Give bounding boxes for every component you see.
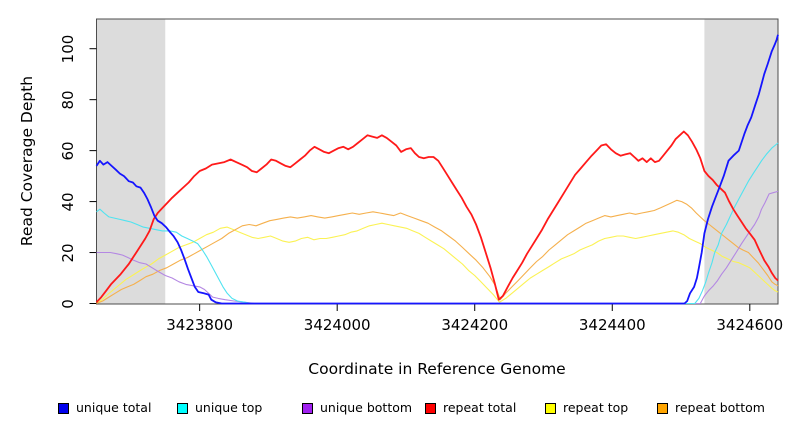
series-line-unique-bottom: [96, 190, 779, 305]
y-tick-label: 40: [59, 192, 77, 212]
legend-item-unique-bottom: unique bottom: [302, 400, 412, 416]
x-axis-title: Coordinate in Reference Genome: [308, 360, 566, 378]
series-line-repeat-top: [96, 222, 779, 304]
legend-swatch-repeat-top: [545, 402, 556, 414]
legend-label: unique top: [195, 400, 263, 415]
series-line-unique-top: [96, 142, 779, 305]
legend-swatch-unique-top: [177, 402, 188, 414]
x-tick-label: 3423800: [166, 316, 234, 334]
x-tick-label: 3424400: [578, 316, 646, 334]
legend-item-unique-total: unique total: [58, 400, 151, 416]
shaded-region: [704, 19, 778, 304]
y-axis-title: Read Coverage Depth: [18, 75, 36, 247]
y-tick-label: 100: [59, 34, 77, 64]
series-line-repeat-bottom: [96, 199, 779, 305]
legend-item-repeat-top: repeat top: [545, 400, 628, 416]
legend-swatch-unique-total: [58, 402, 69, 414]
x-tick-label: 3424000: [303, 316, 371, 334]
x-tick-label: 3424600: [716, 316, 784, 334]
legend-item-unique-top: unique top: [177, 400, 262, 416]
legend-label: unique total: [76, 400, 152, 415]
legend-label: repeat bottom: [675, 400, 765, 415]
legend-label: unique bottom: [320, 400, 413, 415]
legend-swatch-unique-bottom: [302, 402, 313, 414]
series-line-unique-total: [95, 34, 779, 305]
series-line-repeat-total: [95, 130, 779, 303]
y-tick-label: 0: [59, 298, 77, 309]
legend-item-repeat-bottom: repeat bottom: [657, 400, 765, 416]
plot-box: [96, 18, 779, 305]
legend-swatch-repeat-total: [425, 402, 436, 414]
legend-label: repeat total: [443, 400, 517, 415]
legend-swatch-repeat-bottom: [657, 402, 668, 414]
legend-label: repeat top: [563, 400, 629, 415]
y-tick-label: 60: [59, 141, 77, 161]
y-tick-label: 20: [59, 242, 77, 263]
x-tick-label: 3424200: [441, 316, 509, 334]
legend-item-repeat-total: repeat total: [425, 400, 516, 416]
y-tick-label: 80: [59, 90, 77, 110]
